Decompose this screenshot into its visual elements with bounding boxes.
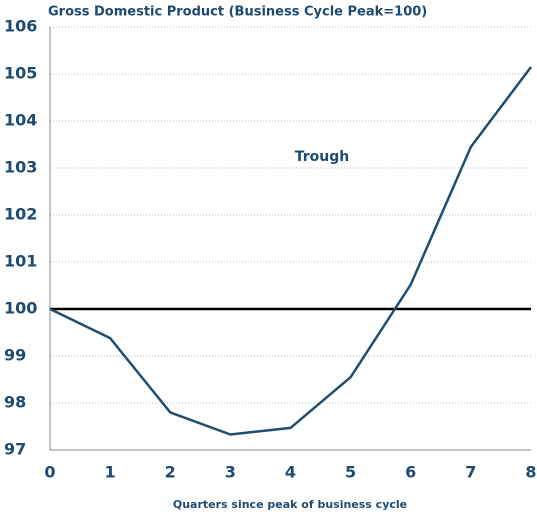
y-tick-label: 101 — [4, 252, 37, 271]
y-tick-label: 97 — [4, 440, 26, 459]
y-tick-label: 104 — [4, 111, 37, 130]
x-tick-label: 3 — [225, 463, 236, 482]
y-tick-label: 99 — [4, 346, 26, 365]
x-tick-label: 5 — [345, 463, 356, 482]
annotation: Trough — [295, 149, 350, 165]
y-tick-label: 102 — [4, 205, 37, 224]
x-tick-label: 0 — [44, 463, 55, 482]
y-tick-label: 106 — [4, 17, 37, 36]
y-tick-label: 103 — [4, 158, 37, 177]
x-tick-label: 4 — [285, 463, 296, 482]
chart-title: Gross Domestic Product (Business Cycle P… — [48, 5, 427, 20]
x-tick-label: 8 — [525, 463, 536, 482]
data-line — [49, 66, 532, 436]
x-tick-label: 6 — [405, 463, 416, 482]
x-tick-label: 1 — [105, 463, 116, 482]
x-tick-label: 2 — [165, 463, 176, 482]
x-tick-label: 7 — [465, 463, 476, 482]
x-axis-label: Quarters since peak of business cycle — [173, 498, 407, 511]
y-tick-label: 105 — [4, 64, 37, 83]
y-tick-label: 98 — [4, 393, 26, 412]
y-tick-label: 100 — [4, 299, 37, 318]
